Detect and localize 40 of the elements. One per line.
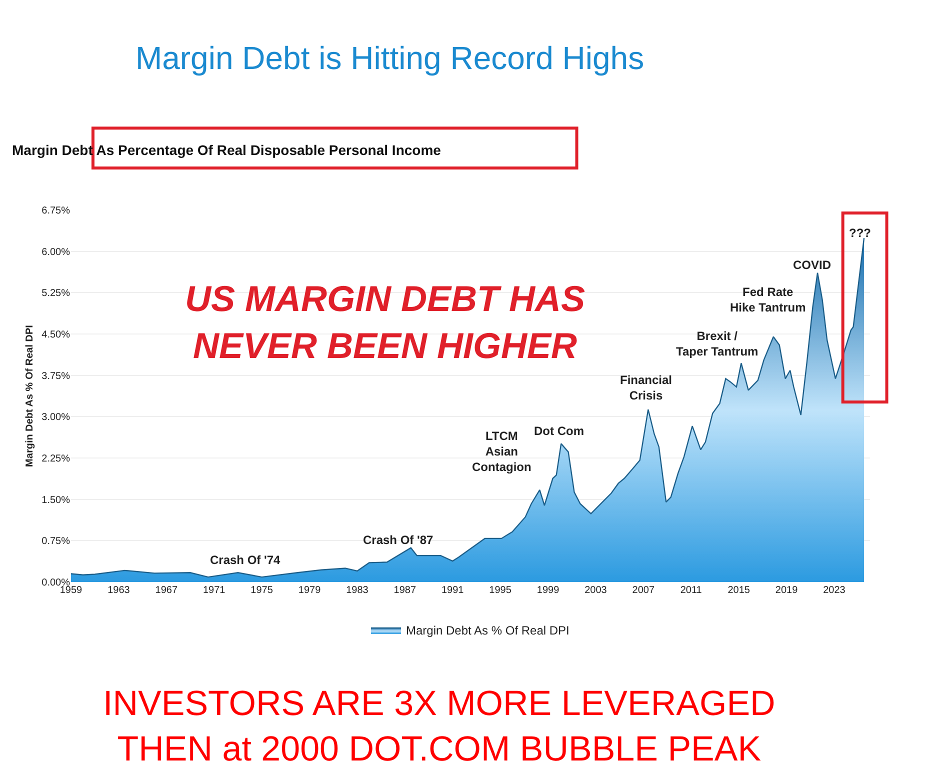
y-tick-label: 6.00% (42, 246, 70, 258)
y-tick-label: 0.75% (42, 536, 70, 548)
y-tick-label: 3.00% (42, 412, 70, 424)
annotation: Crash Of '87 (363, 533, 434, 547)
x-tick-label: 1987 (394, 585, 416, 596)
annotation: COVID (793, 258, 832, 272)
annotation: LTCM Asian Contagion (472, 429, 532, 474)
x-tick-label: 1999 (536, 585, 560, 596)
legend-label: Margin Debt As % Of Real DPI (406, 624, 570, 638)
x-tick-label: 1983 (346, 585, 369, 596)
annotation: Financial Crisis (620, 373, 672, 403)
chart-title: Margin Debt is Hitting Record Highs (135, 40, 644, 76)
x-tick-label: 1967 (155, 585, 178, 596)
annotation: Fed Rate Hike Tantrum (730, 285, 806, 315)
y-tick-label: 1.50% (42, 494, 70, 506)
x-tick-label: 2007 (632, 585, 655, 596)
y-tick-label: 3.75% (42, 370, 70, 382)
annotation: US MARGIN DEBT HAS NEVER BEEN HIGHER (185, 278, 586, 366)
x-tick-label: 1995 (489, 585, 512, 596)
annotation: ??? (849, 226, 871, 240)
y-tick-label: 4.50% (42, 330, 70, 340)
x-tick-label: 1971 (202, 585, 226, 596)
x-tick-label: 1979 (298, 585, 322, 596)
y-tick-label: 5.25% (42, 288, 70, 300)
y-tick-label: 2.25% (42, 454, 70, 464)
x-tick-label: 1963 (108, 585, 130, 596)
x-tick-label: 1959 (60, 585, 83, 596)
annotation: Brexit / Taper Tantrum (676, 329, 758, 359)
x-tick-label: 2011 (680, 585, 702, 596)
text: INVESTORS ARE 3X MORE LEVERAGED THEN at 2000 DOT.COM BUBBLE PEAK (103, 684, 776, 768)
x-tick-label: 1991 (441, 585, 464, 596)
x-tick-label: 2003 (584, 585, 608, 596)
x-tick-label: 2019 (775, 585, 798, 596)
annotation: Dot Com (534, 424, 584, 438)
y-axis-title: Margin Debt As % Of Real DPI (24, 324, 36, 467)
annotation: Crash Of '74 (210, 553, 281, 567)
x-tick-label: 2015 (728, 585, 750, 596)
y-tick-label: 6.75% (42, 206, 70, 216)
x-tick-label: 1975 (250, 585, 274, 596)
x-tick-label: 2023 (823, 585, 846, 596)
